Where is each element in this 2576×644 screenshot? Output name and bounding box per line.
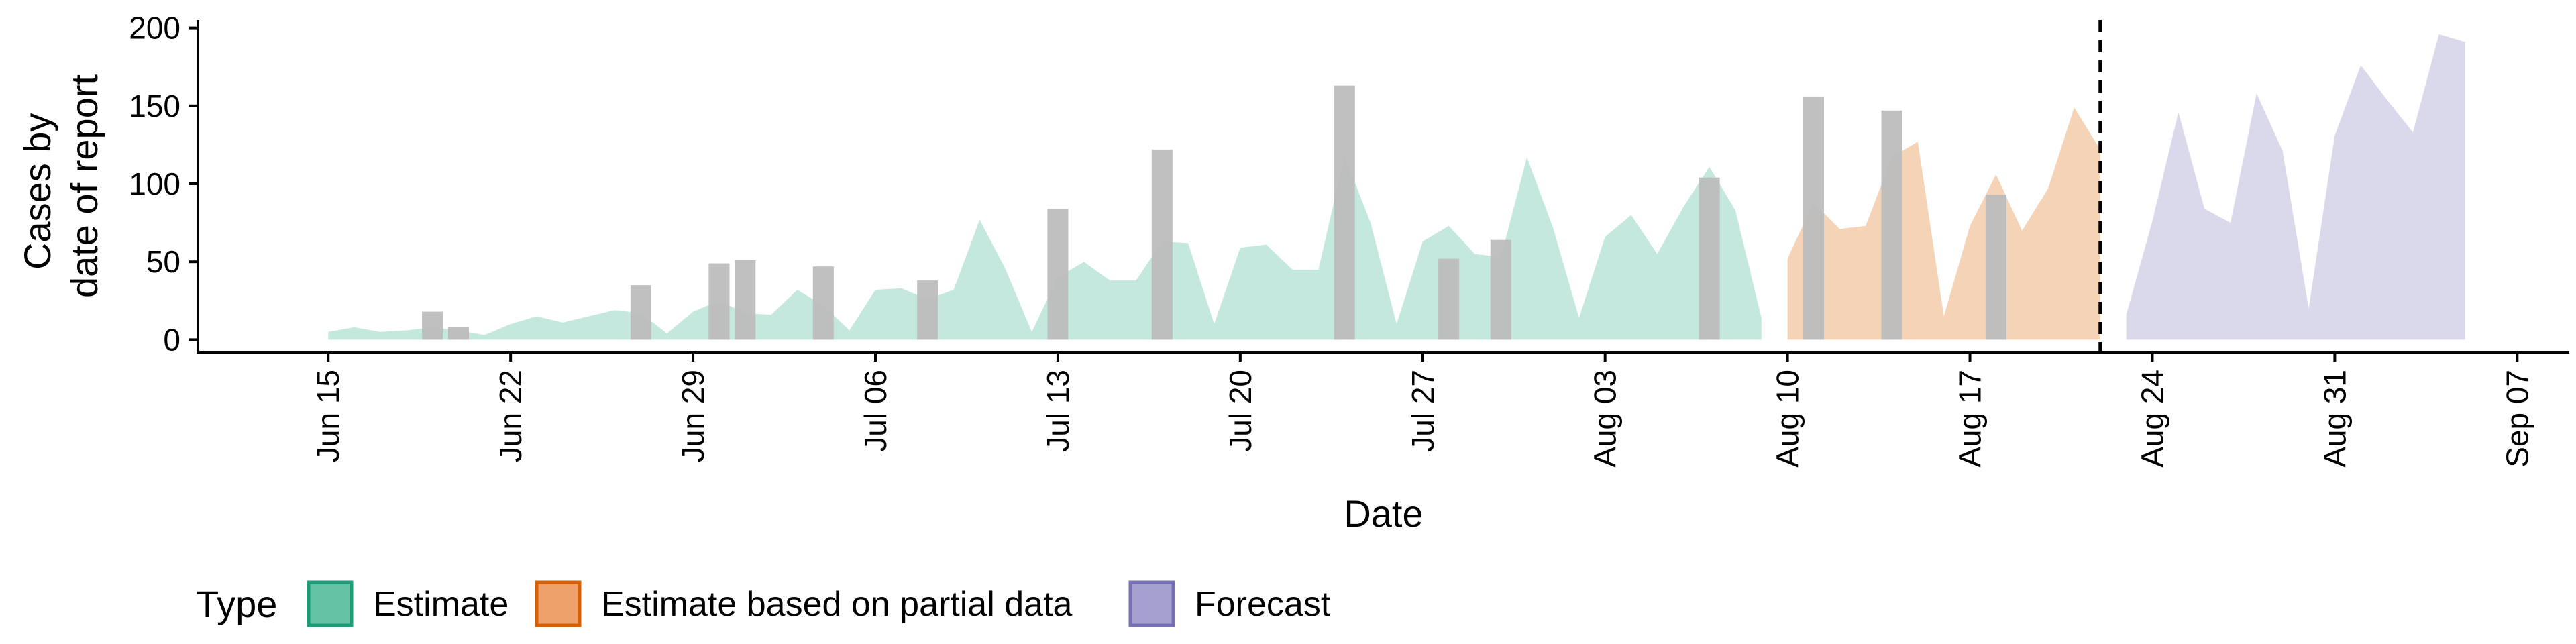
legend-key-estimate-based-on-partial-data: [535, 580, 582, 627]
bar-2020-08-07: [1699, 177, 1720, 340]
bar-2020-06-20: [447, 327, 469, 340]
x-tick-label-2020-07-20: Jul 20: [1223, 370, 1258, 452]
x-tick-label-2020-06-15: Jun 15: [311, 370, 345, 462]
area-series-group: [328, 34, 2465, 340]
x-tick-label-2020-06-29: Jun 29: [676, 370, 710, 462]
legend-label-forecast: Forecast: [1195, 585, 1331, 624]
bar-2020-07-04: [812, 266, 834, 340]
reported-cases-bars: [422, 85, 2006, 340]
bar-2020-08-11: [1803, 96, 1824, 340]
x-tick-label-2020-07-06: Jul 06: [858, 370, 893, 452]
area-estimate: [328, 156, 1762, 340]
bar-2020-06-27: [630, 285, 651, 340]
legend-key-forecast: [1128, 580, 1175, 627]
y-axis-title-line-1: Cases by: [16, 113, 58, 270]
x-tick-label-2020-09-07: Sep 07: [2500, 370, 2534, 468]
bar-2020-07-08: [917, 280, 938, 340]
x-tick-label-2020-08-03: Aug 03: [1588, 370, 1623, 468]
area-estimate-based-on-partial-data: [1787, 107, 2100, 340]
x-axis-title: Date: [1344, 492, 1423, 535]
x-tick-label-2020-08-10: Aug 10: [1770, 370, 1805, 468]
legend-key-estimate: [307, 580, 354, 627]
x-tick-label-2020-07-13: Jul 13: [1040, 370, 1075, 452]
x-tick-label-2020-06-22: Jun 22: [493, 370, 528, 462]
bar-2020-08-18: [1985, 195, 2006, 340]
bar-2020-06-30: [708, 263, 730, 340]
legend: Type Estimate Estimate based on partial d…: [196, 580, 1331, 627]
y-tick-label-200: 200: [129, 11, 180, 46]
bar-2020-07-24: [1334, 85, 1355, 340]
bar-2020-07-13: [1047, 209, 1069, 340]
bar-2020-07-01: [735, 260, 756, 340]
y-tick-label-50: 50: [146, 244, 180, 279]
x-axis-ticks: Jun 15 Jun 22 Jun 29 Jul 06 Jul 13 Jul 20 Jul …: [311, 352, 2534, 468]
x-tick-label-2020-08-31: Aug 31: [2317, 370, 2352, 468]
legend-label-estimate-based-on-partial-data: Estimate based on partial data: [601, 585, 1073, 624]
x-tick-label-2020-07-27: Jul 27: [1405, 370, 1440, 452]
bar-2020-08-14: [1881, 110, 1902, 340]
bar-2020-07-30: [1490, 239, 1511, 340]
y-axis-title-line-2: date of report: [63, 74, 105, 299]
x-tick-label-2020-08-24: Aug 24: [2135, 370, 2169, 468]
y-tick-label-0: 0: [163, 322, 180, 357]
y-tick-label-150: 150: [129, 89, 180, 123]
bar-2020-07-28: [1438, 258, 1460, 340]
legend-label-estimate: Estimate: [373, 585, 508, 624]
bar-2020-07-17: [1151, 149, 1173, 340]
area-forecast: [2126, 34, 2465, 340]
legend-title: Type: [196, 583, 277, 625]
x-tick-label-2020-08-17: Aug 17: [1953, 370, 1988, 468]
bar-2020-06-19: [422, 311, 443, 340]
y-axis-title: Cases by date of report: [16, 74, 105, 299]
y-axis-ticks: 0 50 100 150 200: [129, 11, 198, 357]
y-tick-label-100: 100: [129, 166, 180, 201]
